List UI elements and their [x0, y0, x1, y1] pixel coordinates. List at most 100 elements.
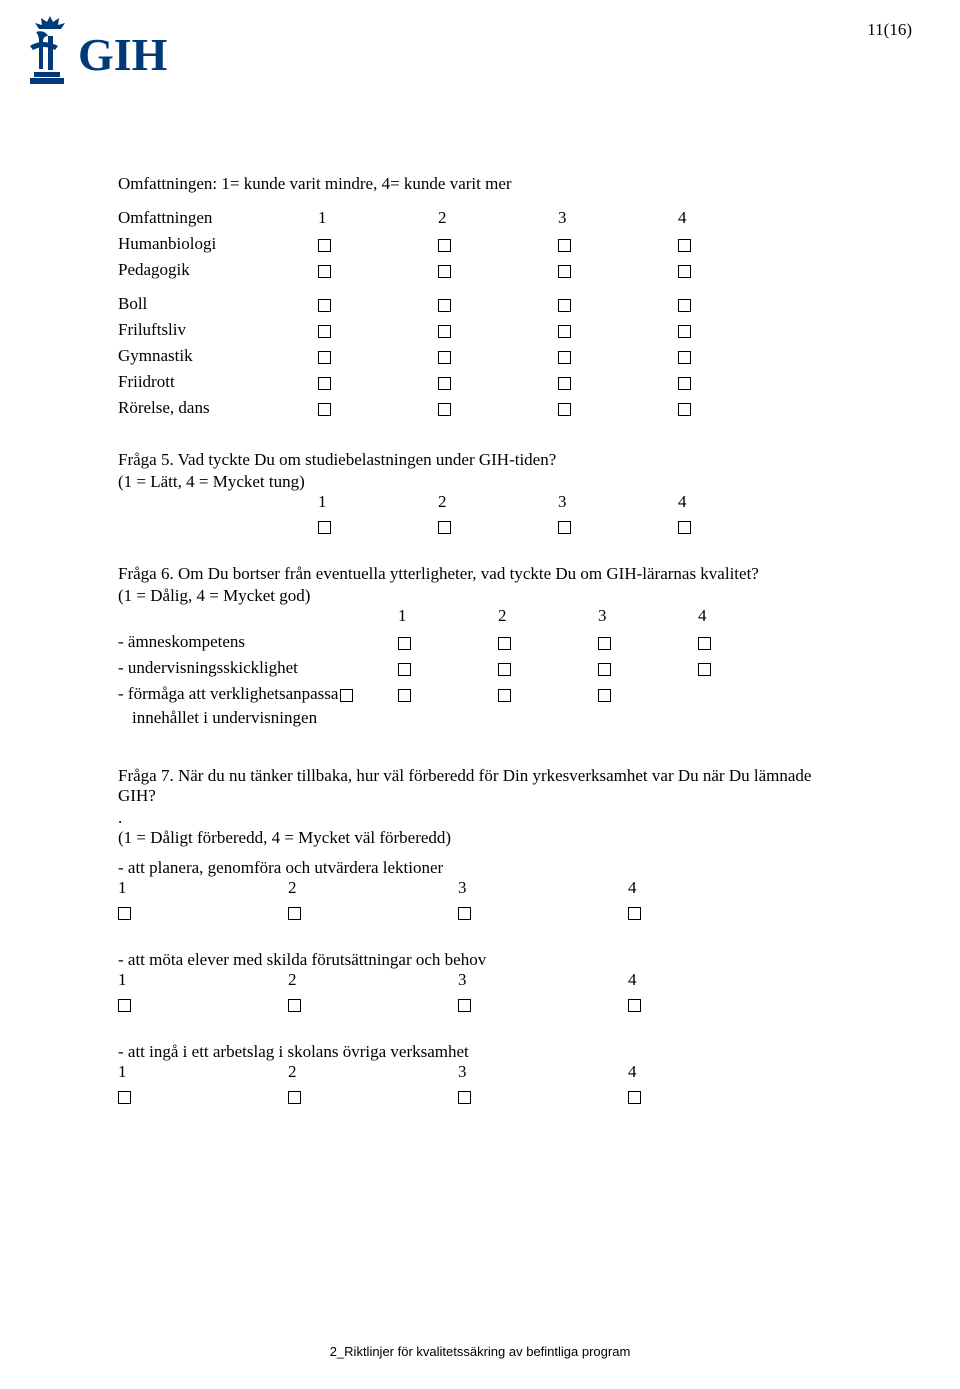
- checkbox[interactable]: [458, 907, 471, 920]
- checkbox[interactable]: [318, 325, 331, 338]
- col-1: 1: [118, 878, 288, 898]
- checkbox[interactable]: [558, 403, 571, 416]
- q7-item-3: - att ingå i ett arbetslag i skolans övr…: [118, 1042, 840, 1062]
- checkbox[interactable]: [678, 265, 691, 278]
- q5-grid: 1 2 3 4: [318, 492, 840, 536]
- row-label: Boll: [118, 294, 318, 314]
- row-label: Pedagogik: [118, 260, 318, 280]
- checkbox[interactable]: [438, 325, 451, 338]
- col-1: 1: [318, 492, 438, 512]
- q7-text: Fråga 7. När du nu tänker tillbaka, hur …: [118, 766, 840, 806]
- checkbox[interactable]: [438, 403, 451, 416]
- checkbox[interactable]: [598, 637, 611, 650]
- col-2: 2: [438, 208, 558, 228]
- col-4: 4: [628, 1062, 798, 1082]
- col-4: 4: [678, 492, 798, 512]
- col-2: 2: [438, 492, 558, 512]
- checkbox[interactable]: [698, 637, 711, 650]
- checkbox[interactable]: [438, 265, 451, 278]
- checkbox[interactable]: [318, 403, 331, 416]
- checkbox[interactable]: [678, 239, 691, 252]
- checkbox[interactable]: [398, 663, 411, 676]
- checkbox[interactable]: [318, 239, 331, 252]
- checkbox[interactable]: [558, 521, 571, 534]
- checkbox[interactable]: [598, 663, 611, 676]
- checkbox[interactable]: [558, 377, 571, 390]
- page-header: GIH 11(16): [18, 14, 912, 90]
- row-label: - förmåga att verklighetsanpassa: [118, 684, 398, 704]
- checkbox[interactable]: [340, 689, 353, 702]
- scope-col-label: Omfattningen: [118, 208, 318, 228]
- col-3: 3: [458, 1062, 628, 1082]
- checkbox[interactable]: [498, 637, 511, 650]
- page-footer: 2_Riktlinjer för kvalitetssäkring av bef…: [0, 1344, 960, 1359]
- col-3: 3: [458, 970, 628, 990]
- gih-logo-svg: GIH: [18, 14, 218, 90]
- q6-scale: (1 = Dålig, 4 = Mycket god): [118, 586, 840, 606]
- checkbox[interactable]: [628, 999, 641, 1012]
- col-2: 2: [288, 1062, 458, 1082]
- checkbox[interactable]: [678, 377, 691, 390]
- checkbox[interactable]: [118, 1091, 131, 1104]
- row-label: - undervisningsskicklighet: [118, 658, 398, 678]
- q7-scale: (1 = Dåligt förberedd, 4 = Mycket väl fö…: [118, 828, 840, 848]
- checkbox[interactable]: [398, 637, 411, 650]
- svg-text:GIH: GIH: [78, 29, 168, 80]
- checkbox[interactable]: [288, 907, 301, 920]
- checkbox[interactable]: [698, 663, 711, 676]
- col-1: 1: [118, 970, 288, 990]
- checkbox[interactable]: [118, 907, 131, 920]
- q6-text: Fråga 6. Om Du bortser från eventuella y…: [118, 564, 840, 584]
- checkbox[interactable]: [678, 521, 691, 534]
- checkbox[interactable]: [498, 689, 511, 702]
- q7-item-3-grid: 1 2 3 4: [118, 1062, 840, 1106]
- q5-scale: (1 = Lätt, 4 = Mycket tung): [118, 472, 840, 492]
- col-4: 4: [628, 878, 798, 898]
- checkbox[interactable]: [438, 377, 451, 390]
- col-1: 1: [118, 1062, 288, 1082]
- col-4: 4: [698, 606, 798, 626]
- checkbox[interactable]: [288, 1091, 301, 1104]
- checkbox[interactable]: [458, 999, 471, 1012]
- checkbox[interactable]: [318, 299, 331, 312]
- checkbox[interactable]: [628, 1091, 641, 1104]
- gih-logo: GIH: [18, 14, 218, 90]
- checkbox[interactable]: [558, 299, 571, 312]
- checkbox[interactable]: [678, 351, 691, 364]
- checkbox[interactable]: [678, 403, 691, 416]
- q6-grid: 1 2 3 4 - ämneskompetens - undervisnings…: [118, 606, 840, 704]
- checkbox[interactable]: [678, 325, 691, 338]
- checkbox[interactable]: [318, 265, 331, 278]
- col-2: 2: [498, 606, 598, 626]
- col-3: 3: [458, 878, 628, 898]
- checkbox[interactable]: [438, 521, 451, 534]
- checkbox[interactable]: [458, 1091, 471, 1104]
- checkbox[interactable]: [598, 689, 611, 702]
- checkbox[interactable]: [318, 351, 331, 364]
- checkbox[interactable]: [628, 907, 641, 920]
- checkbox[interactable]: [438, 299, 451, 312]
- row-label: - ämneskompetens: [118, 632, 398, 652]
- checkbox[interactable]: [558, 325, 571, 338]
- checkbox[interactable]: [318, 377, 331, 390]
- q5-text: Fråga 5. Vad tyckte Du om studiebelastni…: [118, 450, 840, 470]
- checkbox[interactable]: [438, 351, 451, 364]
- scope-table-b: Boll Friluftsliv Gymnastik Friidrott Rör…: [118, 294, 840, 418]
- checkbox[interactable]: [318, 521, 331, 534]
- checkbox[interactable]: [498, 663, 511, 676]
- checkbox[interactable]: [558, 239, 571, 252]
- q7-item-2: - att möta elever med skilda förutsättni…: [118, 950, 840, 970]
- col-2: 2: [288, 970, 458, 990]
- checkbox[interactable]: [398, 689, 411, 702]
- checkbox[interactable]: [118, 999, 131, 1012]
- checkbox[interactable]: [438, 239, 451, 252]
- checkbox[interactable]: [558, 265, 571, 278]
- page-number: 11(16): [867, 14, 912, 40]
- checkbox[interactable]: [288, 999, 301, 1012]
- checkbox[interactable]: [558, 351, 571, 364]
- row-label: Friidrott: [118, 372, 318, 392]
- row-label: Humanbiologi: [118, 234, 318, 254]
- col-2: 2: [288, 878, 458, 898]
- checkbox[interactable]: [678, 299, 691, 312]
- col-4: 4: [678, 208, 798, 228]
